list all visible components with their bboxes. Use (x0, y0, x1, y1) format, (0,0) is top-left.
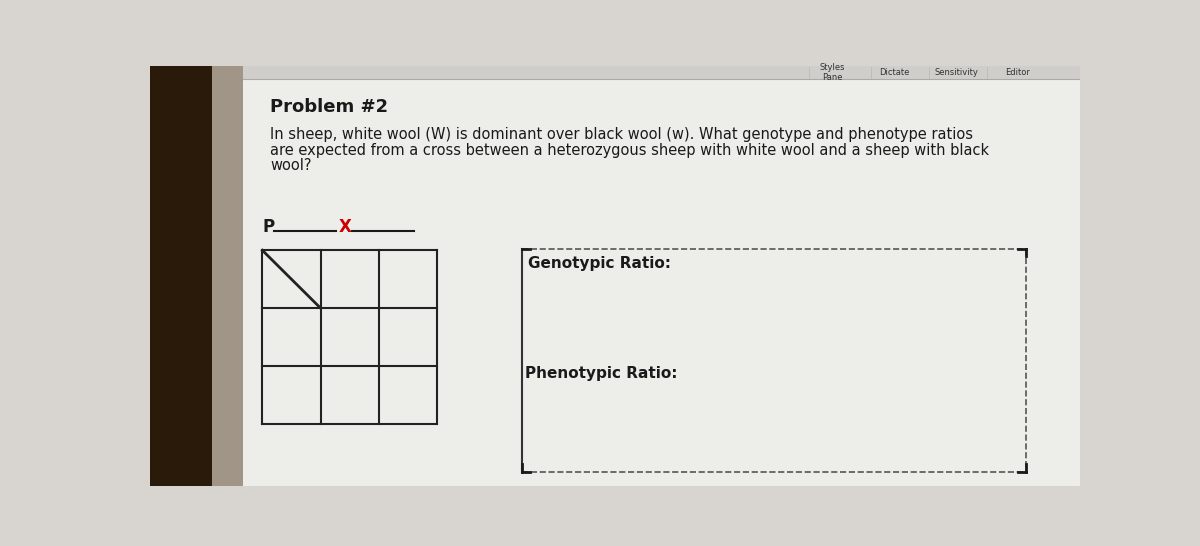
Text: X: X (340, 218, 352, 236)
Text: Editor: Editor (1006, 68, 1031, 77)
Text: Phenotypic Ratio:: Phenotypic Ratio: (526, 366, 678, 381)
Bar (242, 66, 1080, 79)
Text: Sensitivity: Sensitivity (934, 68, 978, 77)
Bar (150, 66, 212, 486)
Text: P: P (263, 218, 275, 236)
Bar (212, 66, 242, 486)
Text: Problem #2: Problem #2 (270, 98, 389, 116)
Text: are expected from a cross between a heterozygous sheep with white wool and a she: are expected from a cross between a hete… (270, 143, 989, 157)
Text: wool?: wool? (270, 158, 312, 173)
Text: Genotypic Ratio:: Genotypic Ratio: (528, 257, 671, 271)
Text: Dictate: Dictate (878, 68, 910, 77)
Text: In sheep, white wool (W) is dominant over black wool (w). What genotype and phen: In sheep, white wool (W) is dominant ove… (270, 127, 973, 142)
Text: Styles
Pane: Styles Pane (820, 63, 845, 82)
